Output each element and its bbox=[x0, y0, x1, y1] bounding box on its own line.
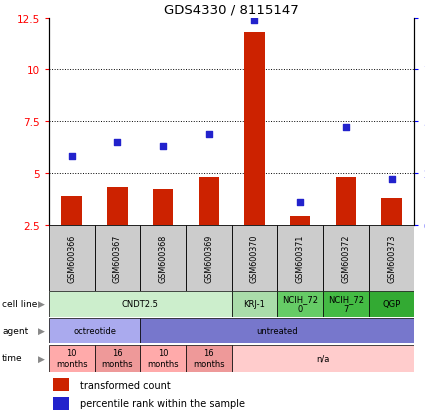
Text: octreotide: octreotide bbox=[73, 326, 116, 335]
Text: cell line: cell line bbox=[2, 299, 37, 309]
Text: GSM600369: GSM600369 bbox=[204, 234, 213, 282]
Bar bbox=[198, 178, 219, 225]
Text: GSM600366: GSM600366 bbox=[67, 234, 76, 282]
Text: agent: agent bbox=[2, 326, 28, 335]
Point bbox=[297, 199, 303, 206]
Point bbox=[68, 154, 75, 160]
Text: 16
months: 16 months bbox=[102, 349, 133, 368]
Text: GSM600373: GSM600373 bbox=[387, 234, 396, 282]
Point bbox=[251, 17, 258, 24]
Bar bbox=[107, 188, 127, 225]
FancyBboxPatch shape bbox=[94, 225, 140, 291]
Text: GSM600372: GSM600372 bbox=[341, 234, 350, 282]
Text: time: time bbox=[2, 354, 23, 363]
FancyBboxPatch shape bbox=[140, 318, 414, 344]
FancyBboxPatch shape bbox=[140, 225, 186, 291]
Text: transformed count: transformed count bbox=[80, 380, 171, 389]
FancyBboxPatch shape bbox=[368, 291, 414, 317]
Point bbox=[388, 176, 395, 183]
Text: 16
months: 16 months bbox=[193, 349, 224, 368]
FancyBboxPatch shape bbox=[53, 396, 68, 410]
FancyBboxPatch shape bbox=[49, 345, 94, 372]
Bar bbox=[381, 198, 402, 225]
Bar bbox=[153, 190, 173, 225]
FancyBboxPatch shape bbox=[49, 318, 140, 344]
Text: n/a: n/a bbox=[316, 354, 330, 363]
FancyBboxPatch shape bbox=[232, 291, 277, 317]
FancyBboxPatch shape bbox=[49, 225, 94, 291]
Bar bbox=[336, 178, 356, 225]
FancyBboxPatch shape bbox=[277, 291, 323, 317]
Text: GSM600371: GSM600371 bbox=[296, 234, 305, 282]
FancyBboxPatch shape bbox=[232, 225, 277, 291]
Text: percentile rank within the sample: percentile rank within the sample bbox=[80, 398, 245, 408]
FancyBboxPatch shape bbox=[323, 225, 368, 291]
FancyBboxPatch shape bbox=[186, 345, 232, 372]
FancyBboxPatch shape bbox=[53, 378, 68, 392]
FancyBboxPatch shape bbox=[277, 225, 323, 291]
Text: 10
months: 10 months bbox=[56, 349, 88, 368]
Text: KRJ-1: KRJ-1 bbox=[244, 299, 265, 309]
Text: GSM600368: GSM600368 bbox=[159, 234, 167, 282]
Bar bbox=[62, 196, 82, 225]
FancyBboxPatch shape bbox=[94, 345, 140, 372]
Point bbox=[114, 139, 121, 146]
Point bbox=[343, 125, 349, 131]
Text: ▶: ▶ bbox=[38, 326, 45, 335]
FancyBboxPatch shape bbox=[140, 345, 186, 372]
Text: ▶: ▶ bbox=[38, 354, 45, 363]
Text: ▶: ▶ bbox=[38, 299, 45, 309]
Bar bbox=[290, 217, 310, 225]
Point bbox=[205, 131, 212, 138]
Title: GDS4330 / 8115147: GDS4330 / 8115147 bbox=[164, 3, 299, 16]
FancyBboxPatch shape bbox=[49, 291, 232, 317]
Text: untreated: untreated bbox=[257, 326, 298, 335]
Text: GSM600367: GSM600367 bbox=[113, 234, 122, 282]
Text: NCIH_72
0: NCIH_72 0 bbox=[282, 294, 318, 313]
Text: GSM600370: GSM600370 bbox=[250, 234, 259, 282]
FancyBboxPatch shape bbox=[186, 225, 232, 291]
Text: NCIH_72
7: NCIH_72 7 bbox=[328, 294, 364, 313]
Point bbox=[160, 143, 167, 150]
Text: 10
months: 10 months bbox=[147, 349, 179, 368]
FancyBboxPatch shape bbox=[232, 345, 414, 372]
Bar bbox=[244, 33, 265, 225]
FancyBboxPatch shape bbox=[323, 291, 368, 317]
Text: QGP: QGP bbox=[382, 299, 401, 309]
FancyBboxPatch shape bbox=[368, 225, 414, 291]
Text: CNDT2.5: CNDT2.5 bbox=[122, 299, 159, 309]
